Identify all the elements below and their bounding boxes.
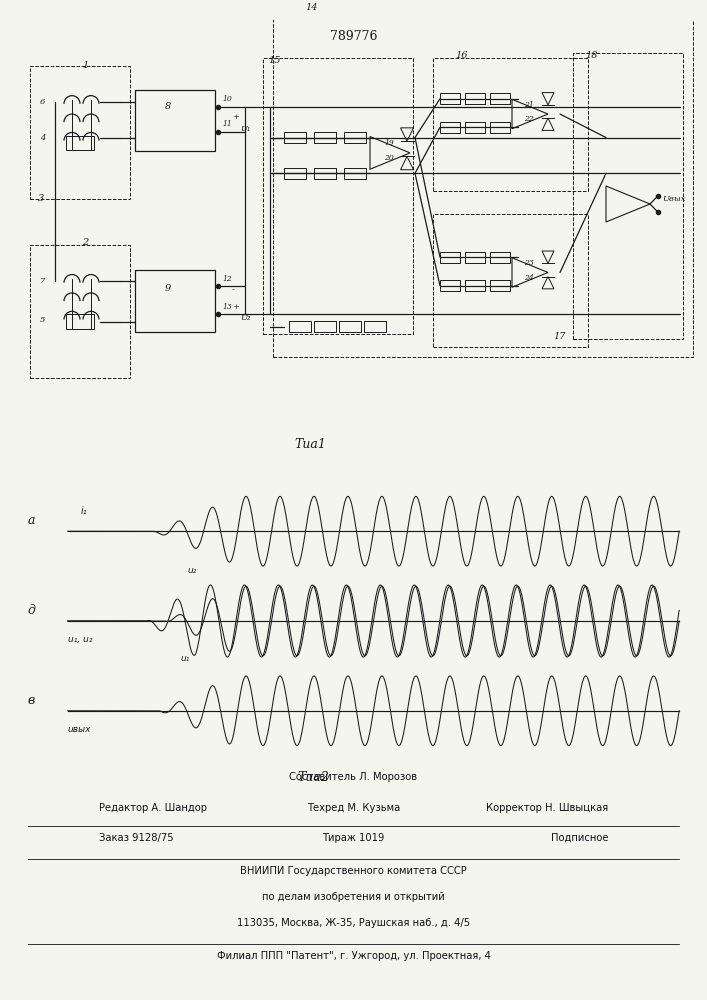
Text: +: + — [232, 303, 239, 311]
Text: uвых: uвых — [68, 725, 91, 734]
Text: 8: 8 — [165, 102, 171, 111]
Text: 789776: 789776 — [330, 30, 378, 43]
Bar — [339, 321, 361, 332]
Text: 7: 7 — [40, 277, 45, 285]
Text: Uвых: Uвых — [662, 195, 686, 203]
Text: U₁: U₁ — [240, 125, 250, 133]
Bar — [465, 280, 485, 291]
Bar — [135, 90, 215, 151]
Text: 21: 21 — [524, 101, 534, 109]
Bar — [573, 53, 683, 339]
Bar — [344, 168, 366, 179]
Text: д: д — [28, 604, 36, 617]
Text: 20: 20 — [384, 154, 394, 162]
Text: в: в — [28, 694, 35, 707]
Bar — [135, 270, 215, 332]
Text: u₁: u₁ — [181, 654, 190, 663]
Bar — [344, 132, 366, 143]
Text: U₂: U₂ — [240, 314, 250, 322]
Text: 19: 19 — [384, 139, 394, 147]
Bar — [30, 245, 130, 378]
Text: Τиа1: Τиа1 — [294, 438, 326, 451]
Text: Редактор А. Шандор: Редактор А. Шандор — [99, 803, 207, 813]
Bar — [440, 122, 460, 133]
Text: 12: 12 — [222, 275, 232, 283]
Text: a: a — [28, 514, 35, 527]
Text: Заказ 9128/75: Заказ 9128/75 — [99, 833, 174, 843]
Text: Филиал ППП "Патент", г. Ужгород, ул. Проектная, 4: Филиал ППП "Патент", г. Ужгород, ул. Про… — [216, 951, 491, 961]
Bar — [465, 93, 485, 104]
Text: u₂: u₂ — [187, 566, 197, 575]
Text: 2: 2 — [82, 238, 88, 247]
Bar — [66, 314, 94, 329]
Text: Техред М. Кузьма: Техред М. Кузьма — [307, 803, 400, 813]
Bar — [490, 93, 510, 104]
Bar — [490, 252, 510, 263]
Text: u₁, u₂: u₁, u₂ — [68, 635, 92, 644]
Bar — [284, 168, 306, 179]
Bar — [284, 132, 306, 143]
Text: 113035, Москва, Ж-35, Раушская наб., д. 4/5: 113035, Москва, Ж-35, Раушская наб., д. … — [237, 918, 470, 928]
Text: Τиа2: Τиа2 — [298, 771, 329, 784]
Text: Тираж 1019: Тираж 1019 — [322, 833, 385, 843]
Text: 1: 1 — [82, 62, 88, 70]
Text: 18: 18 — [585, 51, 597, 60]
Text: 5: 5 — [40, 316, 45, 324]
Bar — [364, 321, 386, 332]
Bar — [490, 280, 510, 291]
Bar — [490, 122, 510, 133]
Text: по делам изобретения и открытий: по делам изобретения и открытий — [262, 892, 445, 902]
Bar — [289, 321, 311, 332]
Bar — [433, 214, 588, 347]
Text: Корректор Н. Швыцкая: Корректор Н. Швыцкая — [486, 803, 608, 813]
Bar — [440, 280, 460, 291]
Text: 6: 6 — [40, 98, 45, 106]
Bar — [273, 10, 693, 357]
Text: Составитель Л. Морозов: Составитель Л. Морозов — [289, 772, 418, 782]
Bar — [465, 252, 485, 263]
Text: 16: 16 — [455, 51, 467, 60]
Text: i₁: i₁ — [81, 506, 88, 516]
Text: 14: 14 — [305, 3, 317, 12]
Text: Подписное: Подписное — [551, 833, 608, 843]
Bar — [66, 136, 94, 150]
Text: -: - — [232, 286, 235, 294]
Bar — [314, 321, 336, 332]
Text: 3: 3 — [38, 194, 45, 203]
Bar — [314, 168, 336, 179]
Bar — [263, 58, 413, 334]
Text: ВНИИПИ Государственного комитета СССР: ВНИИПИ Государственного комитета СССР — [240, 866, 467, 876]
Text: 24: 24 — [524, 274, 534, 282]
Text: 9: 9 — [165, 284, 171, 293]
Bar — [440, 93, 460, 104]
Bar — [465, 122, 485, 133]
Text: 13: 13 — [222, 303, 232, 311]
Text: 11: 11 — [222, 120, 232, 128]
Text: 22: 22 — [524, 115, 534, 123]
Bar — [433, 58, 588, 191]
Bar — [440, 252, 460, 263]
Text: 17: 17 — [553, 332, 566, 341]
Text: 15: 15 — [268, 56, 281, 65]
Text: 10: 10 — [222, 95, 232, 103]
Bar — [30, 66, 130, 199]
Text: 4: 4 — [40, 134, 45, 142]
Text: 23: 23 — [524, 259, 534, 267]
Bar — [314, 132, 336, 143]
Text: +: + — [232, 113, 239, 121]
